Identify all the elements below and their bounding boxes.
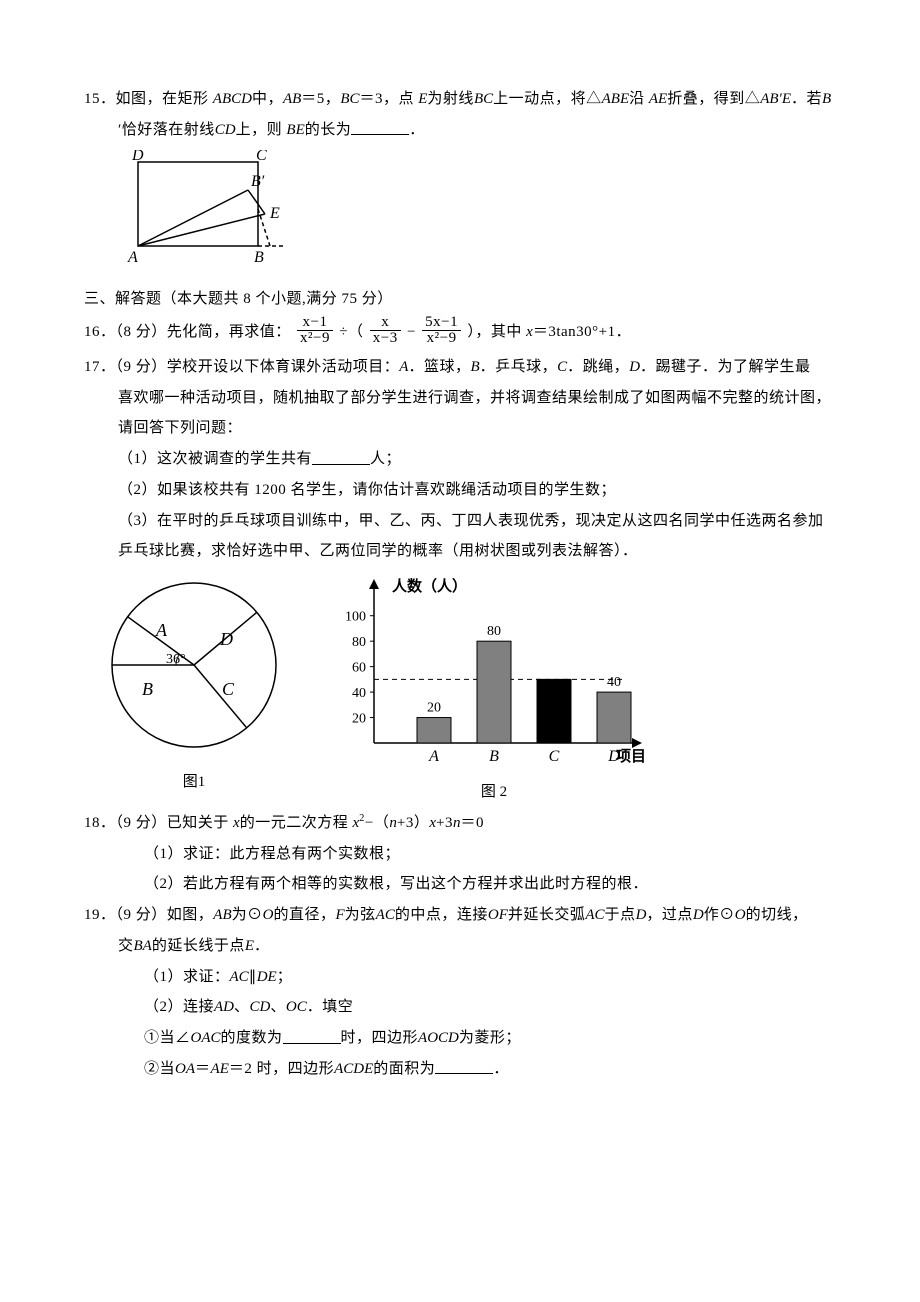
q17-charts: A D B C 36° 图1 人数（人） 20 40 60 80 100 20 A 80 B C 40… xyxy=(84,567,854,808)
q15-line1: 15．如图，在矩形 ABCD中，AB＝5，BC＝3，点 E为射线BC上一动点，将… xyxy=(84,84,854,115)
q17-sub1: （1）这次被调查的学生共有人； xyxy=(84,444,854,475)
svg-text:C: C xyxy=(549,748,560,765)
q17-sub1-blank xyxy=(312,449,370,465)
svg-text:C: C xyxy=(256,150,267,164)
q18-line1: 18．（9 分）已知关于 x的一元二次方程 x2−（n+3）x+3n＝0 xyxy=(84,808,854,839)
q19-line1: 19．（9 分）如图，AB为⊙O的直径，F为弦AC的中点，连接OF并延长交弧AC… xyxy=(84,900,854,931)
q15-figure: D C B′ E A B xyxy=(84,146,854,276)
svg-text:人数（人）: 人数（人） xyxy=(392,577,467,595)
svg-text:C: C xyxy=(222,679,235,699)
q17-pie-chart: A D B C 36° xyxy=(94,573,294,763)
q15-rect-diagram: D C B′ E A B xyxy=(118,150,288,270)
q18-sub2: （2）若此方程有两个相等的实数根，写出这个方程并求出此时方程的根． xyxy=(84,869,854,900)
q19-sub2-2: ②当OA＝AE＝2 时，四边形ACDE的面积为． xyxy=(84,1054,854,1085)
q19-sub2: （2）连接AD、CD、OC．填空 xyxy=(84,992,854,1023)
q16-frac2: xx−3 xyxy=(370,315,401,348)
svg-text:项目: 项目 xyxy=(616,748,646,765)
svg-text:A: A xyxy=(127,249,138,266)
svg-text:B: B xyxy=(142,679,153,699)
svg-text:B′: B′ xyxy=(251,173,265,190)
svg-text:20: 20 xyxy=(427,701,441,716)
q15-num: 15． xyxy=(84,91,116,107)
svg-text:40: 40 xyxy=(352,686,366,701)
svg-text:A: A xyxy=(155,620,168,640)
exam-page: 15．如图，在矩形 ABCD中，AB＝5，BC＝3，点 E为射线BC上一动点，将… xyxy=(0,0,920,1302)
q15-line2: ′恰好落在射线CD上，则 BE的长为． xyxy=(84,115,854,146)
q17-sub2: （2）如果该校共有 1200 名学生，请你估计喜欢跳绳活动项目的学生数； xyxy=(84,475,854,506)
svg-text:40: 40 xyxy=(607,675,621,690)
q17-sub3a: （3）在平时的乒乓球项目训练中，甲、乙、丙、丁四人表现优秀，现决定从这四名同学中… xyxy=(84,506,854,537)
svg-text:100: 100 xyxy=(345,610,366,625)
svg-text:60: 60 xyxy=(352,661,366,676)
svg-text:E: E xyxy=(269,205,280,222)
q19-blank1 xyxy=(283,1028,341,1044)
q15-blank xyxy=(351,119,409,135)
q16-frac1: x−1x²−9 xyxy=(297,315,333,348)
q16-frac3: 5x−1x²−9 xyxy=(422,315,461,348)
svg-text:D: D xyxy=(131,150,144,164)
q17-bar-wrap: 人数（人）2040608010020A80BC40D项目 图 2 xyxy=(334,573,654,808)
q17-bar-caption: 图 2 xyxy=(334,777,654,808)
svg-text:B: B xyxy=(489,748,499,765)
q18-sub1: （1）求证：此方程总有两个实数根； xyxy=(84,839,854,870)
q17-pie-wrap: A D B C 36° 图1 xyxy=(94,573,294,798)
svg-text:20: 20 xyxy=(352,712,366,727)
svg-text:36°: 36° xyxy=(166,652,186,667)
svg-text:D: D xyxy=(219,629,233,649)
q17-pie-caption: 图1 xyxy=(94,767,294,798)
svg-text:80: 80 xyxy=(352,635,366,650)
q19-sub1: （1）求证：AC∥DE； xyxy=(84,962,854,993)
q19-blank2 xyxy=(435,1058,493,1074)
q17-line3: 请回答下列问题： xyxy=(84,413,854,444)
q17-sub3b: 乒乓球比赛，求恰好选中甲、乙两位同学的概率（用树状图或列表法解答）． xyxy=(84,536,854,567)
q17-bar-chart: 人数（人）2040608010020A80BC40D项目 xyxy=(334,573,654,773)
q17-line2: 喜欢哪一种活动项目，随机抽取了部分学生进行调查，并将调查结果绘制成了如图两幅不完… xyxy=(84,383,854,414)
svg-text:80: 80 xyxy=(487,624,501,639)
q16: 16．（8 分）先化简，再求值： x−1x²−9 ÷（ xx−3 − 5x−1x… xyxy=(84,314,854,352)
q19-sub2-1: ①当∠OAC的度数为时，四边形AOCD为菱形； xyxy=(84,1023,854,1054)
section-3-title: 三、解答题（本大题共 8 个小题,满分 75 分） xyxy=(84,284,854,315)
svg-text:B: B xyxy=(254,249,264,266)
q19-line2: 交BA的延长线于点E． xyxy=(84,931,854,962)
svg-text:A: A xyxy=(428,748,439,765)
q17-line1: 17．（9 分）学校开设以下体育课外活动项目：A．篮球，B．乒乓球，C．跳绳，D… xyxy=(84,352,854,383)
